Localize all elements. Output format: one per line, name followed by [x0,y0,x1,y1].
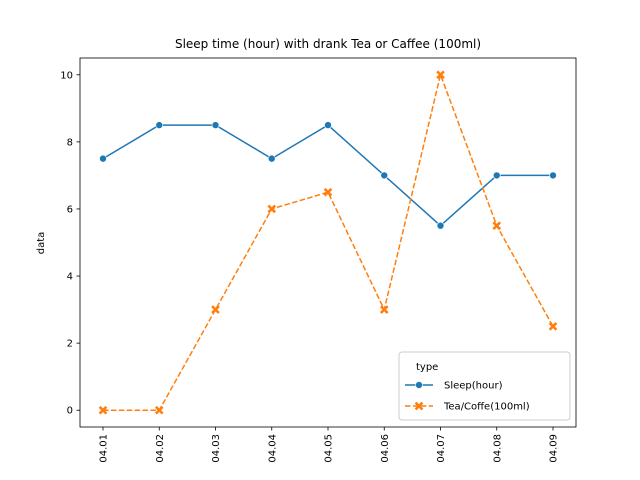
data-point-tea-coffe-100ml [154,405,164,415]
data-point-tea-coffe-100ml-stroke [548,322,558,331]
y-tick-label: 6 [67,204,73,215]
data-point-sleep-hour [267,154,276,163]
x-tick-label: 04.06 [380,434,391,463]
data-point-tea-coffe-100ml [323,187,333,197]
legend-marker-sleep-hour [415,381,423,389]
data-point-tea-coffe-100ml-stroke [267,204,277,214]
y-tick-label: 2 [67,339,73,350]
x-tick-label: 04.01 [99,434,110,463]
y-tick-label: 8 [67,137,73,148]
data-point-tea-coffe-100ml [436,70,445,80]
x-tick-label: 04.04 [267,434,278,463]
data-point-sleep-hour [155,121,164,129]
x-tick-label: 04.05 [324,434,335,463]
x-tick-label: 04.02 [155,434,166,463]
legend-box [398,351,571,421]
data-point-tea-coffe-100ml-stroke [98,405,108,415]
chart-title: Sleep time (hour) with drank Tea or Caff… [175,37,481,51]
data-point-sleep-hour [380,171,389,180]
data-point-sleep-hour [324,121,332,129]
x-tick-label: 04.07 [436,434,447,463]
x-tick-label: 04.03 [211,434,222,463]
data-point-tea-coffe-100ml-stroke [379,305,389,314]
data-point-tea-coffe-100ml-stroke [154,405,164,415]
data-point-tea-coffe-100ml-stroke [323,187,333,197]
data-point-tea-coffe-100ml [267,204,277,214]
legend-title: type [416,362,438,373]
plot-area: 0 2 4 6 8 10 04.01 04.02 04.03 04.04 04.05 04.06 04.… [60,57,577,463]
data-point-tea-coffe-100ml-stroke [492,221,502,231]
data-point-sleep-hour [492,171,501,180]
data-point-tea-coffe-100ml [548,322,558,331]
y-tick-label: 0 [67,406,73,417]
y-axis-label: data [36,232,47,255]
data-point-sleep-hour [549,171,557,180]
data-point-tea-coffe-100ml [211,305,220,314]
data-point-sleep-hour [99,154,107,163]
data-point-sleep-hour [211,121,220,129]
data-point-tea-coffe-100ml [379,305,389,314]
legend-marker-tea-coffe-100ml-stroke [414,401,424,411]
legend-label-sleep-hour: Sleep(hour) [444,381,503,392]
data-point-tea-coffe-100ml-stroke [211,305,220,314]
data-point-tea-coffe-100ml [98,405,108,415]
series-line-tea-coffe-100ml [103,74,554,411]
data-point-tea-coffe-100ml [492,221,502,231]
legend-label-tea-coffe-100ml: Tea/Coffe(100ml) [443,402,530,413]
y-tick-label: 4 [67,272,73,283]
x-tick-label: 04.09 [549,434,560,463]
legend: type Sleep(hour) Tea/Coffe(100ml) [398,351,571,421]
x-tick-label: 04.08 [492,434,503,463]
data-point-sleep-hour [436,221,445,230]
y-tick-label: 10 [60,70,73,81]
legend-marker-tea-coffe-100ml [414,401,424,411]
data-point-tea-coffe-100ml-stroke [436,70,445,80]
